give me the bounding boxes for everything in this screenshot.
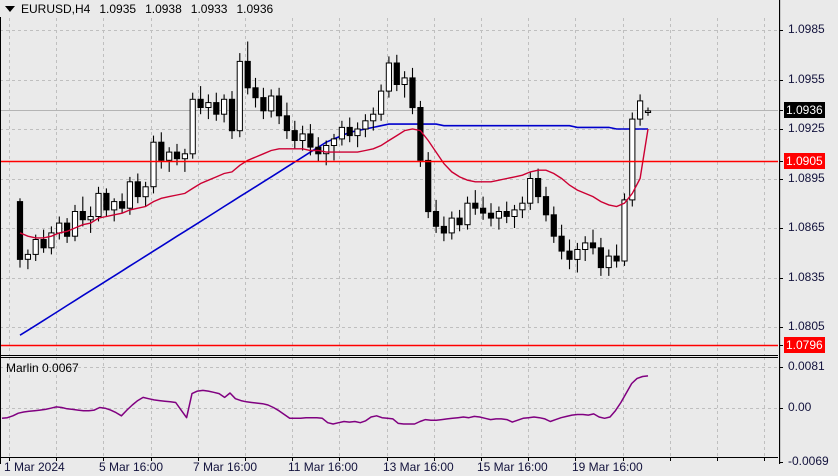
pane-border-bottom [0, 457, 778, 458]
price-axis-tick [779, 367, 783, 368]
ohlc-high: 1.0938 [145, 1, 182, 16]
current-price-label: 1.0936 [784, 102, 825, 118]
pane-separator-upper [0, 355, 778, 356]
price-axis-tick [779, 345, 783, 346]
triangle-down-icon[interactable] [5, 5, 15, 12]
price-axis-tick [779, 278, 783, 279]
marlin-indicator-svg [0, 357, 778, 457]
price-axis-label: 1.0925 [788, 121, 825, 135]
price-axis-label: 1.0835 [788, 270, 825, 284]
marlin-indicator-pane[interactable] [0, 357, 778, 457]
time-axis-tick [9, 458, 10, 461]
price-axis-tick [779, 80, 783, 81]
price-axis-label: 1.0805 [788, 319, 825, 333]
time-axis-tick [56, 458, 57, 461]
symbol-header: EURUSD,H4 1.0935 1.0938 1.0933 1.0936 [0, 0, 778, 17]
price-axis-tick [779, 462, 783, 463]
time-axis-tick [245, 458, 246, 461]
price-level-label: 1.0905 [784, 153, 825, 169]
time-axis-tick [623, 458, 624, 461]
time-axis-tick [717, 458, 718, 461]
price-axis-tick [779, 129, 783, 130]
price-axis-border [779, 0, 780, 464]
price-axis-tick [779, 179, 783, 180]
price-axis-label: 1.0895 [788, 171, 825, 185]
time-axis-tick [670, 458, 671, 461]
time-axis-tick [481, 458, 482, 461]
marlin-axis-label: 0.0081 [788, 359, 825, 373]
price-axis-tick [779, 30, 783, 31]
price-chart-pane[interactable] [0, 0, 778, 355]
price-chart-svg [0, 0, 778, 355]
time-axis-label: 11 Mar 16:00 [288, 460, 358, 474]
time-axis-tick [387, 458, 388, 461]
time-axis-tick [528, 458, 529, 461]
price-axis-tick [779, 161, 783, 162]
price-axis-tick [779, 110, 783, 111]
time-axis-tick [575, 458, 576, 461]
price-level-label: 1.0796 [784, 337, 825, 353]
ohlc-low: 1.0933 [190, 1, 228, 16]
time-axis-tick [292, 458, 293, 461]
time-axis-label: 1 Mar 2024 [4, 460, 65, 474]
ohlc-open: 1.0935 [99, 1, 137, 16]
price-axis-label: 1.0955 [788, 72, 825, 86]
marlin-label: Marlin 0.0067 [6, 361, 79, 375]
time-axis-label: 5 Mar 16:00 [99, 460, 164, 474]
time-axis-label: 19 Mar 16:00 [572, 460, 643, 474]
time-axis-tick [103, 458, 104, 461]
time-axis-tick [151, 458, 152, 461]
time-axis-tick [764, 458, 765, 461]
price-axis-label: 1.0985 [788, 22, 825, 36]
price-axis-tick [779, 228, 783, 229]
ohlc-close: 1.0936 [236, 1, 274, 16]
time-axis-tick [198, 458, 199, 461]
price-axis-label: 1.0865 [788, 220, 825, 234]
price-axis[interactable]: 1.0985 1.0955 1.0925 1.0895 1.0865 1.0835 1.08… [779, 0, 838, 476]
pane-border-left [0, 0, 1, 464]
marlin-axis-label: -0.0069 [788, 454, 829, 468]
time-axis[interactable]: 1 Mar 2024 5 Mar 16:00 7 Mar 16:00 11 Mar 1… [0, 458, 778, 476]
price-axis-tick [779, 408, 783, 409]
price-axis-tick [779, 327, 783, 328]
time-axis-label: 7 Mar 16:00 [193, 460, 258, 474]
time-axis-label: 15 Mar 16:00 [477, 460, 548, 474]
pane-separator-lower [0, 357, 778, 358]
marlin-axis-label: 0.00 [788, 400, 812, 414]
time-axis-tick [434, 458, 435, 461]
time-axis-tick [339, 458, 340, 461]
time-axis-label: 13 Mar 16:00 [383, 460, 454, 474]
price-axis-rail [780, 0, 781, 464]
symbol-label: EURUSD,H4 [21, 1, 91, 16]
